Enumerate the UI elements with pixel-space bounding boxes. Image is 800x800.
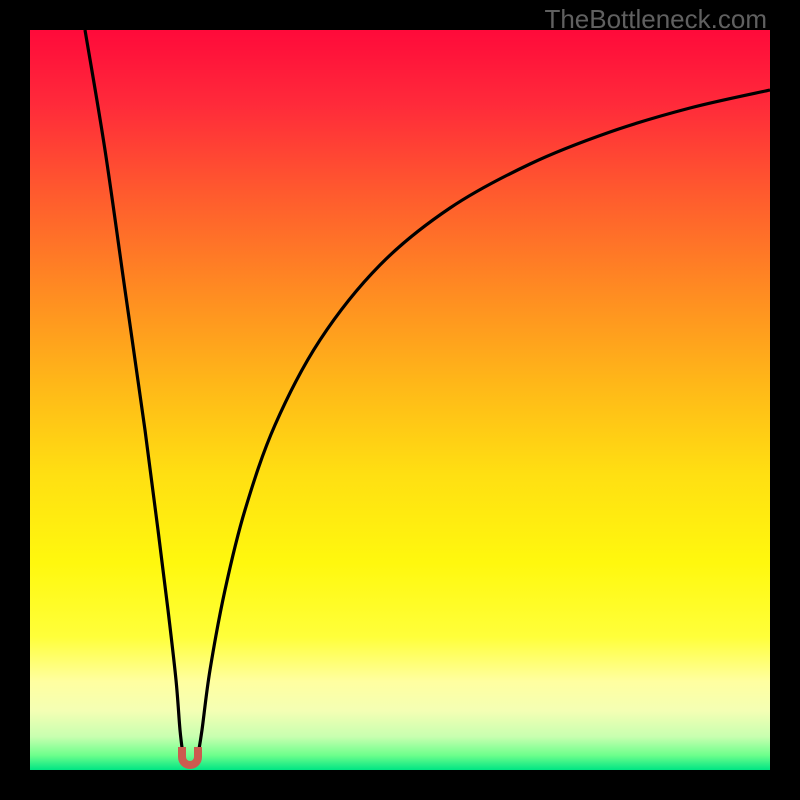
curve-right-branch <box>198 90 770 755</box>
plot-area <box>30 30 770 770</box>
curve-left-branch <box>85 30 183 755</box>
watermark-text: TheBottleneck.com <box>544 4 767 35</box>
bottleneck-curve <box>30 30 770 770</box>
